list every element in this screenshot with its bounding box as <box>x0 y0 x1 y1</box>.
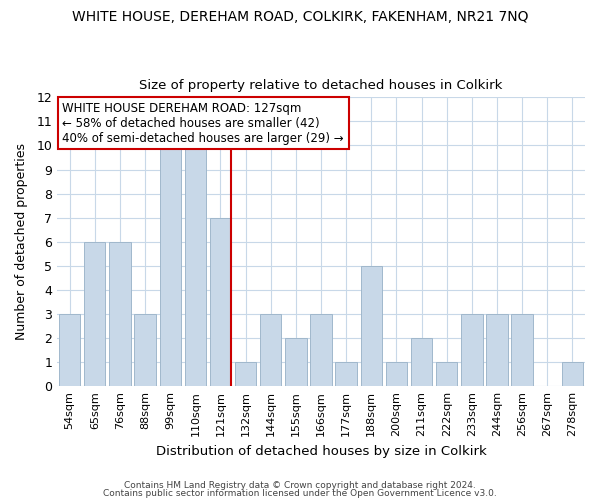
Bar <box>335 362 357 386</box>
Text: Contains public sector information licensed under the Open Government Licence v3: Contains public sector information licen… <box>103 488 497 498</box>
X-axis label: Distribution of detached houses by size in Colkirk: Distribution of detached houses by size … <box>155 444 487 458</box>
Text: Contains HM Land Registry data © Crown copyright and database right 2024.: Contains HM Land Registry data © Crown c… <box>124 481 476 490</box>
Bar <box>210 218 231 386</box>
Bar <box>59 314 80 386</box>
Bar <box>411 338 432 386</box>
Bar <box>235 362 256 386</box>
Bar <box>260 314 281 386</box>
Bar <box>160 146 181 386</box>
Y-axis label: Number of detached properties: Number of detached properties <box>15 144 28 340</box>
Bar <box>487 314 508 386</box>
Bar <box>511 314 533 386</box>
Bar <box>361 266 382 386</box>
Title: Size of property relative to detached houses in Colkirk: Size of property relative to detached ho… <box>139 79 503 92</box>
Bar <box>84 242 106 386</box>
Text: WHITE HOUSE DEREHAM ROAD: 127sqm
← 58% of detached houses are smaller (42)
40% o: WHITE HOUSE DEREHAM ROAD: 127sqm ← 58% o… <box>62 102 344 144</box>
Bar <box>436 362 457 386</box>
Bar <box>134 314 156 386</box>
Bar <box>461 314 482 386</box>
Bar <box>310 314 332 386</box>
Bar <box>562 362 583 386</box>
Bar <box>185 146 206 386</box>
Bar <box>285 338 307 386</box>
Bar <box>109 242 131 386</box>
Text: WHITE HOUSE, DEREHAM ROAD, COLKIRK, FAKENHAM, NR21 7NQ: WHITE HOUSE, DEREHAM ROAD, COLKIRK, FAKE… <box>72 10 528 24</box>
Bar <box>386 362 407 386</box>
